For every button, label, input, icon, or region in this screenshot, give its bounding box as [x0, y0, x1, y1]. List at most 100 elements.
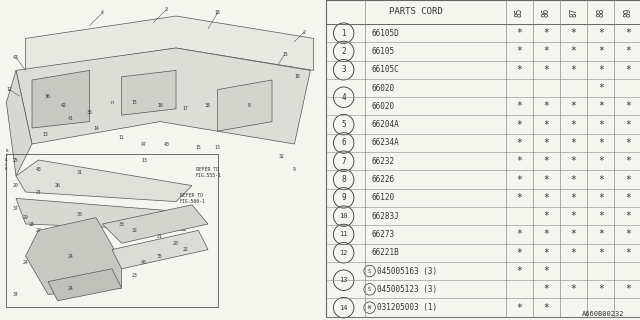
- Text: *: *: [598, 229, 604, 239]
- Text: 20: 20: [13, 183, 19, 188]
- Text: B
L
A
C
K: B L A C K: [5, 149, 8, 171]
- Text: 2: 2: [303, 29, 305, 35]
- Text: *: *: [543, 211, 549, 221]
- Text: 26: 26: [55, 183, 60, 188]
- Text: 24: 24: [68, 253, 73, 259]
- Text: W: W: [368, 305, 371, 310]
- Polygon shape: [48, 269, 122, 301]
- Text: 13: 13: [339, 277, 348, 283]
- Text: 37: 37: [13, 205, 19, 211]
- Text: 1: 1: [341, 29, 346, 38]
- Text: *: *: [625, 120, 631, 130]
- Text: *: *: [571, 138, 577, 148]
- Text: 42: 42: [61, 103, 67, 108]
- Text: *: *: [516, 28, 522, 38]
- Text: *: *: [625, 156, 631, 166]
- Text: *: *: [516, 120, 522, 130]
- Text: 27: 27: [36, 228, 41, 233]
- Text: *: *: [625, 193, 631, 203]
- Text: 40: 40: [164, 141, 169, 147]
- Text: *: *: [543, 229, 549, 239]
- Polygon shape: [16, 48, 310, 144]
- Text: *: *: [543, 120, 549, 130]
- Text: 13: 13: [141, 157, 147, 163]
- Text: 12: 12: [339, 250, 348, 256]
- Text: 66283J: 66283J: [371, 212, 399, 221]
- Text: *: *: [598, 156, 604, 166]
- Text: 3: 3: [165, 7, 168, 12]
- Text: 66221B: 66221B: [371, 248, 399, 257]
- Text: 10: 10: [339, 213, 348, 219]
- Polygon shape: [218, 80, 272, 131]
- Text: 32: 32: [132, 228, 137, 233]
- Text: PARTS CORD: PARTS CORD: [389, 7, 443, 17]
- Text: 24: 24: [68, 285, 73, 291]
- Text: *: *: [516, 46, 522, 56]
- Text: *: *: [543, 174, 549, 185]
- Text: 88: 88: [596, 7, 605, 17]
- Text: *: *: [571, 193, 577, 203]
- Text: *: *: [598, 46, 604, 56]
- Text: *: *: [543, 248, 549, 258]
- Text: *: *: [571, 101, 577, 111]
- Text: 43: 43: [13, 55, 19, 60]
- Text: 24: 24: [23, 260, 28, 265]
- Text: 30: 30: [77, 212, 83, 217]
- Text: *: *: [543, 138, 549, 148]
- Text: *: *: [625, 138, 631, 148]
- Text: 28: 28: [29, 221, 35, 227]
- Text: *: *: [571, 120, 577, 130]
- Text: *: *: [571, 248, 577, 258]
- Text: *: *: [571, 284, 577, 294]
- Text: *: *: [625, 284, 631, 294]
- Text: *: *: [598, 193, 604, 203]
- Text: 48: 48: [36, 167, 41, 172]
- Text: 21: 21: [36, 189, 41, 195]
- Text: 18: 18: [215, 10, 220, 15]
- Text: 38: 38: [87, 109, 92, 115]
- Text: *: *: [598, 28, 604, 38]
- Text: 85: 85: [515, 7, 524, 17]
- Text: 3: 3: [341, 65, 346, 74]
- Text: 23: 23: [132, 273, 137, 278]
- Text: *: *: [543, 266, 549, 276]
- Polygon shape: [6, 70, 32, 176]
- Text: 031205003 (1): 031205003 (1): [377, 303, 437, 312]
- Text: 66120: 66120: [371, 193, 394, 202]
- Text: 16: 16: [157, 103, 163, 108]
- Text: *: *: [516, 138, 522, 148]
- Text: *: *: [543, 303, 549, 313]
- Text: 21: 21: [157, 234, 163, 239]
- Text: 15: 15: [196, 145, 201, 150]
- Text: *: *: [516, 193, 522, 203]
- Text: 66226: 66226: [371, 175, 394, 184]
- Text: 2: 2: [341, 47, 346, 56]
- Text: 66105: 66105: [371, 47, 394, 56]
- Text: *: *: [543, 28, 549, 38]
- Text: *: *: [516, 156, 522, 166]
- Text: S: S: [368, 287, 371, 292]
- Text: 15: 15: [132, 100, 137, 105]
- Text: *: *: [598, 101, 604, 111]
- Text: 4: 4: [341, 93, 346, 102]
- Polygon shape: [26, 218, 122, 294]
- Text: 14: 14: [93, 125, 99, 131]
- Polygon shape: [16, 160, 192, 202]
- Text: *: *: [598, 174, 604, 185]
- Text: *: *: [598, 284, 604, 294]
- Text: 13: 13: [215, 145, 220, 150]
- Text: *: *: [516, 303, 522, 313]
- Text: n: n: [111, 100, 113, 105]
- Text: 18: 18: [295, 74, 300, 79]
- Text: *: *: [571, 156, 577, 166]
- Text: *: *: [625, 101, 631, 111]
- Text: 20: 20: [173, 241, 179, 246]
- Text: 38: 38: [205, 103, 211, 108]
- Text: 045005123 (3): 045005123 (3): [377, 285, 437, 294]
- Text: REFER TO
FIG.560-1: REFER TO FIG.560-1: [179, 193, 205, 204]
- Text: *: *: [598, 138, 604, 148]
- Text: 8: 8: [248, 103, 251, 108]
- Text: *: *: [598, 65, 604, 75]
- Text: 66020: 66020: [371, 84, 394, 92]
- Text: 66234A: 66234A: [371, 139, 399, 148]
